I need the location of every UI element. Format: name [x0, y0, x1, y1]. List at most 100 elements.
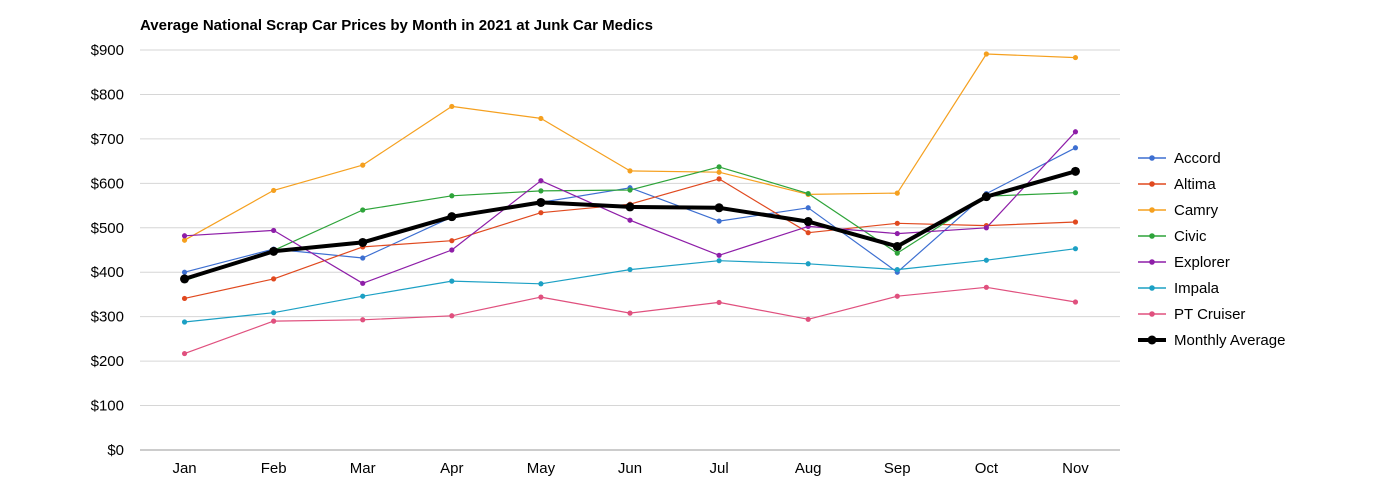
- data-point: [983, 284, 989, 290]
- data-point: [716, 218, 722, 224]
- data-point: [983, 257, 989, 263]
- data-point: [447, 212, 457, 222]
- data-point: [360, 162, 366, 168]
- legend-label: PT Cruiser: [1174, 306, 1245, 323]
- data-point: [271, 187, 277, 194]
- legend-marker: [1149, 311, 1155, 317]
- x-tick-label: Jul: [709, 460, 728, 477]
- y-tick-label: $900: [91, 42, 124, 59]
- legend-marker: [1149, 259, 1155, 265]
- legend-item: Explorer: [1138, 254, 1230, 271]
- series-line: [184, 286, 1076, 355]
- y-tick-label: $500: [91, 220, 124, 237]
- data-point: [360, 293, 366, 299]
- series-line: [184, 53, 1076, 241]
- y-tick-label: $300: [91, 309, 124, 326]
- x-tick-label: Jun: [618, 460, 642, 477]
- y-tick-label: $400: [91, 264, 124, 281]
- y-tick-label: $800: [91, 86, 124, 103]
- data-point: [1072, 219, 1079, 225]
- x-tick-label: Aug: [795, 460, 822, 477]
- data-point: [894, 250, 900, 256]
- y-tick-label: $600: [91, 175, 124, 192]
- data-point: [716, 164, 722, 170]
- x-tick-label: Apr: [440, 460, 463, 477]
- data-point: [894, 190, 900, 196]
- data-point: [449, 278, 455, 284]
- series-altima: [181, 176, 1079, 302]
- legend-item: PT Cruiser: [1138, 306, 1245, 323]
- data-point: [538, 115, 544, 122]
- data-point: [181, 233, 188, 239]
- x-tick-label: May: [527, 460, 556, 477]
- data-point: [805, 205, 811, 211]
- data-point: [538, 294, 544, 300]
- legend-item: Impala: [1138, 280, 1220, 297]
- data-point: [1072, 54, 1079, 61]
- data-point: [538, 178, 544, 184]
- data-point: [983, 51, 989, 57]
- x-tick-label: Nov: [1062, 460, 1089, 477]
- gridlines: [140, 49, 1120, 451]
- legend-item: Civic: [1138, 228, 1207, 245]
- data-point: [360, 207, 366, 213]
- data-point: [181, 237, 188, 243]
- legend-item: Camry: [1138, 202, 1219, 219]
- x-tick-label: Jan: [172, 460, 196, 477]
- legend-item: Accord: [1138, 150, 1221, 167]
- x-axis-tick-labels: Jan Feb Mar Apr May Jun Jul Aug Sep Oct Nov: [172, 460, 1089, 477]
- legend-marker: [1149, 181, 1155, 187]
- legend-label: Altima: [1174, 176, 1216, 193]
- series-lines: [180, 51, 1080, 357]
- data-point: [716, 176, 722, 182]
- data-point: [271, 318, 277, 324]
- y-tick-label: $100: [91, 398, 124, 415]
- data-point: [805, 316, 811, 322]
- legend-label: Explorer: [1174, 254, 1230, 271]
- series-civic: [181, 164, 1079, 284]
- series-pt-cruiser: [181, 284, 1079, 357]
- data-point: [627, 266, 633, 273]
- chart-title: Average National Scrap Car Prices by Mon…: [140, 17, 653, 34]
- data-point: [1072, 145, 1079, 151]
- data-point: [894, 266, 900, 273]
- data-point: [627, 217, 633, 223]
- x-tick-label: Mar: [350, 460, 376, 477]
- y-tick-label: $0: [107, 442, 124, 459]
- legend-marker: [1149, 155, 1155, 161]
- data-point: [1072, 190, 1079, 196]
- series-camry: [181, 51, 1079, 243]
- data-point: [805, 261, 811, 267]
- data-point: [1072, 129, 1079, 135]
- y-tick-label: $200: [91, 353, 124, 370]
- data-point: [360, 255, 366, 261]
- y-axis-tick-labels: $0 $100 $200 $300 $400 $500 $600 $700 $800 $900: [91, 42, 124, 459]
- data-point: [358, 237, 368, 247]
- data-point: [271, 276, 277, 282]
- legend-item: Altima: [1138, 176, 1216, 193]
- legend-label: Accord: [1174, 150, 1221, 167]
- data-point: [449, 247, 455, 253]
- data-point: [269, 246, 279, 256]
- x-tick-label: Sep: [884, 460, 911, 477]
- data-point: [449, 238, 455, 244]
- data-point: [627, 187, 633, 193]
- data-point: [181, 295, 188, 302]
- legend-marker: [1149, 207, 1155, 213]
- data-point: [714, 203, 724, 213]
- x-tick-label: Oct: [975, 460, 999, 477]
- data-point: [894, 220, 900, 226]
- data-point: [538, 210, 544, 216]
- data-point: [716, 258, 722, 264]
- legend-label: Camry: [1174, 202, 1219, 219]
- legend-marker: [1149, 233, 1155, 239]
- data-point: [181, 269, 188, 275]
- data-point: [271, 227, 277, 234]
- series-monthly-average: [180, 166, 1080, 284]
- data-point: [536, 197, 546, 207]
- data-point: [983, 225, 989, 231]
- data-point: [360, 317, 366, 323]
- data-point: [627, 310, 633, 316]
- data-point: [449, 313, 455, 319]
